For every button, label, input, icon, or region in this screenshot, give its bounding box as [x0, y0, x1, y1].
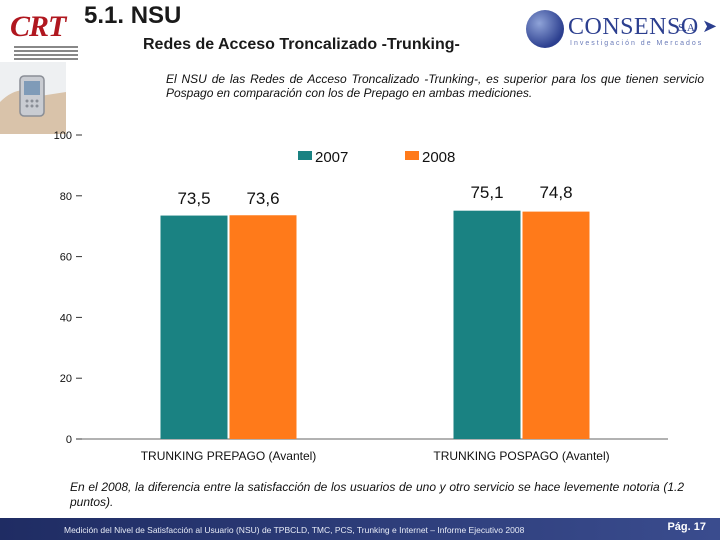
page-number: Pág. 17 — [667, 521, 706, 533]
bar-2007-1 — [160, 215, 228, 439]
bar-chart: 0 20 40 60 80 100 73,5 73,6 TRUNKING PREPAGO (Av… — [54, 130, 668, 463]
bottom-bar: Medición del Nivel de Satisfacción al Us… — [0, 518, 720, 540]
y-tick-label: 0 — [66, 434, 72, 446]
page-subtitle: Redes de Acceso Troncalizado -Trunking- — [143, 36, 460, 53]
globe-icon — [526, 10, 564, 48]
y-tick-label: 40 — [60, 312, 72, 324]
data-label: 74,8 — [539, 183, 572, 202]
intro-text: El NSU de las Redes de Acceso Troncaliza… — [166, 72, 704, 100]
legend-swatch-2008 — [405, 151, 419, 160]
bar-2007-2 — [453, 210, 521, 439]
arrow-icon: ➤ — [702, 16, 718, 36]
legend-label: 2008 — [422, 149, 455, 166]
consenso-logo-text: CONSENSO — [568, 14, 699, 40]
phone-photo-image — [0, 62, 66, 134]
crt-logo: CRT — [8, 6, 80, 66]
data-label: 73,5 — [177, 189, 210, 208]
x-category-label: TRUNKING POSPAGO (Avantel) — [433, 449, 609, 463]
bar-2008-1 — [229, 215, 297, 439]
y-tick-label: 80 — [60, 191, 72, 203]
bottom-bar-text: Medición del Nivel de Satisfacción al Us… — [64, 525, 525, 535]
consenso-logo-sa: S.A — [678, 22, 695, 34]
x-category-label: TRUNKING PREPAGO (Avantel) — [141, 449, 317, 463]
crt-logo-subtext — [14, 44, 78, 64]
legend-label: 2007 — [315, 149, 348, 166]
data-label: 75,1 — [470, 183, 503, 202]
bar-2008-2 — [522, 211, 590, 439]
y-tick-label: 20 — [60, 373, 72, 385]
legend-swatch-2007 — [298, 151, 312, 160]
page-title: 5.1. NSU — [84, 2, 182, 29]
data-label: 73,6 — [246, 189, 279, 208]
consenso-logo: CONSENSO S.A Investigación de Mercados ➤ — [526, 8, 720, 50]
consenso-tagline: Investigación de Mercados — [570, 40, 704, 47]
y-tick-label: 100 — [54, 130, 72, 142]
crt-logo-text: CRT — [10, 10, 66, 43]
footer-note: En el 2008, la diferencia entre la satis… — [70, 480, 684, 509]
y-tick-label: 60 — [60, 252, 72, 264]
